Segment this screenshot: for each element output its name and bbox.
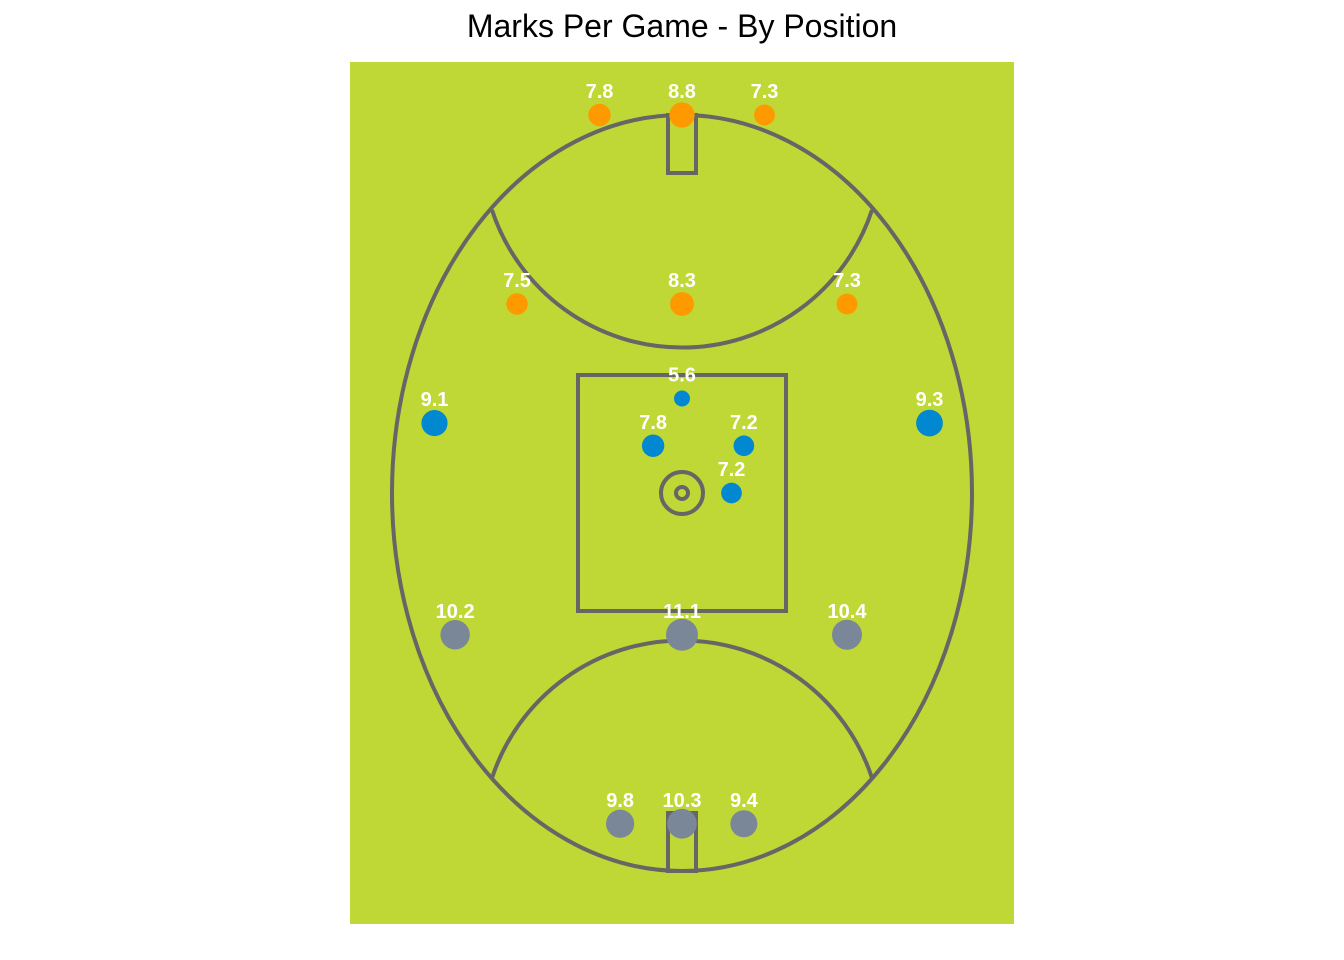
marker-midfield-11: [721, 482, 742, 504]
marker-midfield-10: [733, 435, 755, 457]
value-label-2: 7.3: [751, 81, 779, 103]
value-label-16: 10.3: [663, 790, 702, 812]
value-label-6: 5.6: [668, 365, 696, 387]
value-label-5: 7.3: [833, 270, 861, 292]
value-label-8: 9.3: [916, 389, 944, 411]
value-label-11: 7.2: [718, 459, 746, 481]
marker-back-15: [606, 809, 635, 838]
marker-forward-0: [588, 103, 611, 127]
value-label-13: 11.1: [663, 601, 701, 623]
marker-midfield-6: [674, 390, 690, 407]
marker-forward-4: [670, 292, 694, 316]
value-label-10: 7.2: [730, 412, 758, 434]
marker-forward-3: [506, 293, 528, 315]
marker-midfield-7: [421, 409, 448, 437]
marker-back-16: [667, 808, 697, 839]
marker-back-13: [666, 618, 698, 651]
marker-back-14: [832, 619, 862, 650]
marker-midfield-8: [916, 409, 943, 437]
value-label-15: 9.8: [606, 790, 634, 812]
value-label-0: 7.8: [586, 81, 614, 103]
field-markings: [390, 113, 974, 873]
value-label-1: 8.8: [668, 81, 696, 103]
value-label-3: 7.5: [503, 270, 531, 292]
value-label-7: 9.1: [421, 389, 449, 411]
centre-circle: [659, 470, 705, 516]
value-label-14: 10.4: [828, 601, 868, 623]
value-label-12: 10.2: [436, 601, 475, 623]
marker-forward-5: [836, 293, 858, 315]
field-background: [350, 62, 1014, 924]
marker-back-12: [440, 620, 470, 650]
data-points: 7.8 8.8 7.3 7.5 8.3 7.3 5.6 9.1 9.3 7.8 7.2 7.2 10.2…: [421, 81, 944, 839]
value-label-9: 7.8: [639, 412, 667, 434]
marker-midfield-9: [641, 434, 665, 457]
marker-forward-2: [754, 104, 775, 126]
value-label-4: 8.3: [668, 270, 696, 292]
centre-square: [576, 373, 788, 613]
marker-back-17: [730, 810, 758, 838]
centre-dot: [674, 485, 690, 501]
top-fifty-arc: [490, 209, 874, 350]
value-label-17: 9.4: [730, 790, 759, 812]
chart-title: Marks Per Game - By Position: [466, 8, 898, 44]
marker-forward-1: [669, 102, 695, 128]
